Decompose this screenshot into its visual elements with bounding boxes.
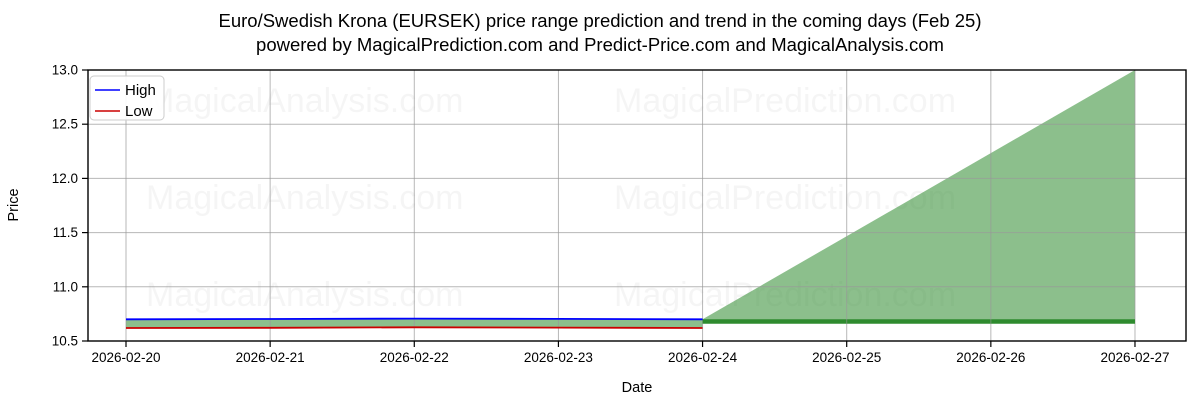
svg-text:MagicalPrediction.com: MagicalPrediction.com <box>614 0 956 23</box>
svg-text:11.5: 11.5 <box>53 225 78 240</box>
svg-text:MagicalAnalysis.com: MagicalAnalysis.com <box>146 0 463 23</box>
svg-text:12.0: 12.0 <box>52 171 78 186</box>
svg-text:2026-02-24: 2026-02-24 <box>668 350 738 365</box>
svg-text:13.0: 13.0 <box>52 63 78 78</box>
svg-text:2026-02-23: 2026-02-23 <box>524 350 593 365</box>
svg-text:2026-02-26: 2026-02-26 <box>956 350 1025 365</box>
svg-text:Date: Date <box>622 380 653 396</box>
svg-text:MagicalAnalysis.com: MagicalAnalysis.com <box>146 276 463 314</box>
svg-text:10.5: 10.5 <box>52 334 78 349</box>
svg-text:2026-02-22: 2026-02-22 <box>380 350 449 365</box>
svg-text:MagicalAnalysis.com: MagicalAnalysis.com <box>146 82 463 120</box>
svg-text:2026-02-21: 2026-02-21 <box>236 350 305 365</box>
svg-text:High: High <box>125 82 156 99</box>
svg-text:12.5: 12.5 <box>52 117 78 132</box>
svg-text:11.0: 11.0 <box>53 279 78 294</box>
svg-text:MagicalAnalysis.com: MagicalAnalysis.com <box>146 179 463 217</box>
svg-text:2026-02-27: 2026-02-27 <box>1100 350 1169 365</box>
svg-text:Low: Low <box>125 103 153 120</box>
svg-text:MagicalPrediction.com: MagicalPrediction.com <box>614 82 956 120</box>
svg-text:Price: Price <box>6 188 22 221</box>
svg-text:2026-02-20: 2026-02-20 <box>91 350 160 365</box>
svg-text:2026-02-25: 2026-02-25 <box>812 350 881 365</box>
